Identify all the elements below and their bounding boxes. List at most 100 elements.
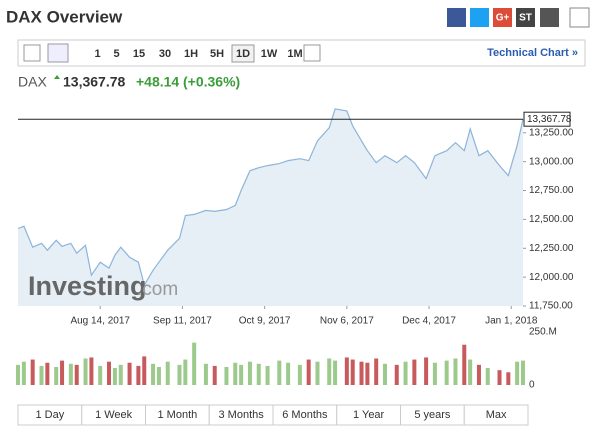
volume-bar [89,357,94,385]
volume-bar [239,364,244,385]
volume-bar [136,365,141,385]
y2-tick-label: 0 [529,380,535,391]
volume-bar [256,363,261,385]
mail-share[interactable] [540,8,559,27]
volume-bar [515,361,520,385]
x-tick-label: Dec 4, 2017 [402,316,456,327]
volume-bar [60,360,65,385]
x-tick-label: Oct 9, 2017 [239,316,291,327]
range-label: Max [486,409,507,421]
volume-bar [394,364,399,385]
volume-bar [344,357,349,385]
interval-button[interactable]: 30 [159,48,171,60]
volume-bar [112,368,117,385]
volume-bar [468,359,473,385]
y-tick-label: 13,000.00 [529,156,574,167]
volume-bar [444,360,449,385]
quote-symbol: DAX [18,74,47,90]
technical-chart-link[interactable]: Technical Chart » [487,47,578,59]
volume-bar [233,362,238,385]
volume-bar [359,361,364,385]
volume-bar [350,359,355,385]
last-price-box [523,111,571,127]
volume-bar [462,344,467,385]
google-share[interactable] [493,8,512,27]
range-label: 1 Month [158,409,198,421]
volume-bar [151,363,156,385]
info-button[interactable] [569,7,590,28]
volume-bar [83,358,88,385]
volume-bar [203,363,208,385]
volume-bar [286,362,291,385]
y-tick-label: 11,750.00 [529,301,573,312]
range-button[interactable] [463,404,529,426]
volume-bar [412,359,417,385]
volume-bar [497,370,502,385]
interval-button[interactable]: 15 [133,48,145,60]
volume-bar [212,365,217,385]
interval-button[interactable]: 1D [236,48,250,60]
twitter-share[interactable] [470,8,489,27]
toolbar [17,39,586,67]
volume-bar [127,362,132,385]
volume-bar [365,362,370,385]
line-icon[interactable] [47,43,69,63]
volume-bar [45,362,50,385]
quote-change-percent: (+0.36%) [183,74,240,90]
y2-tick-label: 250.M [529,327,557,338]
range-label: 3 Months [219,409,265,421]
volume-bar [277,360,282,385]
volume-bar [39,365,44,385]
volume-bar [333,360,338,385]
y-tick-label: 12,250.00 [529,243,574,254]
interval-selected [231,44,255,63]
up-arrow [54,75,60,79]
volume-bar [107,361,112,385]
interval-button[interactable]: 1M [287,48,302,60]
volume-bar [224,366,229,385]
quote-change: +48.14 [136,74,179,90]
volume-bar [297,364,302,385]
volume-bar [156,366,161,385]
volume-bar [315,361,320,385]
volume-bar [165,361,170,385]
volume-bar [192,342,197,385]
stocktwits-share[interactable] [516,8,535,27]
x-tick-label: Jan 1, 2018 [485,316,538,327]
interval-button[interactable]: 1 [94,48,100,60]
volume-bar [383,363,388,385]
volume-bar [68,363,73,385]
volume-bar [74,364,79,385]
x-tick-label: Aug 14, 2017 [70,316,130,327]
volume-bar [118,364,123,385]
y-tick-label: 12,750.00 [529,185,574,196]
interval-button[interactable]: 1W [261,48,278,60]
volume-bar [142,356,147,385]
settings-icon[interactable] [303,44,321,62]
volume-bar [265,365,270,385]
quote-price: 13,367.78 [63,74,125,90]
volume-bar [432,362,437,385]
range-label: 6 Months [282,409,328,421]
interval-button[interactable]: 1H [184,48,198,60]
volume-bar [177,364,182,385]
interval-button[interactable]: 5 [113,48,119,60]
volume-bar [403,361,408,385]
y-tick-label: 12,500.00 [529,214,574,225]
range-label: 5 years [414,409,451,421]
range-label: 1 Day [36,409,65,421]
volume-bar [476,364,481,385]
volume-bar [16,364,20,385]
candle-icon[interactable] [23,44,41,62]
volume-bar [521,360,525,385]
watermark: Investing [28,271,147,301]
page-title: DAX Overview [6,7,123,26]
x-tick-label: Nov 6, 2017 [320,316,374,327]
facebook-share[interactable] [447,8,466,27]
range-label: 1 Week [95,409,133,421]
interval-button[interactable]: 5H [210,48,224,60]
y-tick-label: 13,250.00 [529,127,574,138]
watermark-domain: .com [137,279,178,300]
volume-bar [374,358,379,385]
